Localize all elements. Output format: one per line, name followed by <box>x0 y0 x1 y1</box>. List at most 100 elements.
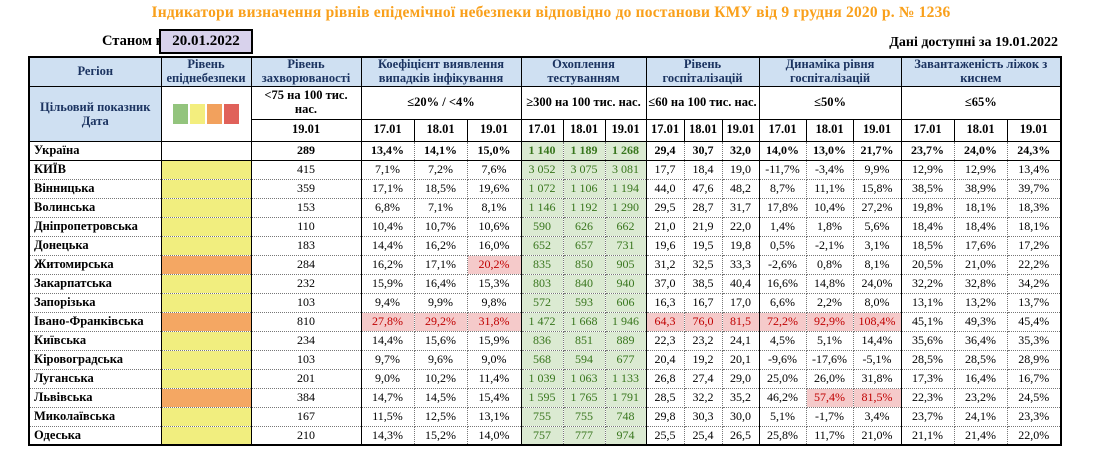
testing-cell: 626 <box>562 216 606 237</box>
detection-cell: 11,4% <box>466 368 522 389</box>
column-header-group-1: Рівень захворюваності <box>250 56 362 87</box>
date-header-18.01: 18.01 <box>953 118 1008 142</box>
danger-level-cell <box>160 254 252 275</box>
testing-cell: 1 192 <box>562 197 606 218</box>
detection-cell: 15,3% <box>466 273 522 294</box>
incidence-cell: 183 <box>250 235 362 256</box>
hospitalization-cell: 17,0 <box>721 292 760 313</box>
table-row-Миколаївська: Миколаївська 167 11,5% 12,5% 13,1% 755 755 748 2… <box>29 406 1062 427</box>
hospitalization-dynamics-cell: 5,1% <box>805 330 854 351</box>
target-cell-group-5: ≤50% <box>758 85 902 120</box>
oxygen-beds-cell: 17,6% <box>953 235 1008 256</box>
hospitalization-dynamics-cell: 24,0% <box>852 273 902 294</box>
hospitalization-dynamics-cell: 14,0% <box>758 140 807 161</box>
danger-level-cell <box>160 387 252 408</box>
hospitalization-dynamics-cell: 81,5% <box>852 387 902 408</box>
table-row-КИЇВ: КИЇВ 415 7,1% 7,2% 7,6% 3 052 3 075 3 081 17,7 18… <box>29 159 1062 180</box>
detection-cell: 15,9% <box>466 330 522 351</box>
hospitalization-dynamics-cell: 21,7% <box>852 140 902 161</box>
detection-cell: 20,2% <box>466 254 522 275</box>
table-row-Закарпатська: Закарпатська 232 15,9% 16,4% 15,3% 803 840 940 3… <box>29 273 1062 294</box>
date-header-18.01: 18.01 <box>805 118 854 142</box>
hospitalization-cell: 19,2 <box>683 349 723 370</box>
testing-cell: 851 <box>562 330 606 351</box>
table-body: Україна 289 13,4% 14,1% 15,0% 1 140 1 189 1 268… <box>29 140 1062 446</box>
hospitalization-cell: 22,3 <box>645 330 685 351</box>
detection-cell: 9,7% <box>360 349 415 370</box>
oxygen-beds-cell: 36,4% <box>953 330 1008 351</box>
hospitalization-cell: 25,5 <box>645 425 685 446</box>
danger-level-cell <box>160 292 252 313</box>
testing-cell: 755 <box>520 406 564 427</box>
region-cell: Івано-Франківська <box>29 311 162 332</box>
detection-cell: 14,7% <box>360 387 415 408</box>
oxygen-beds-cell: 24,1% <box>953 406 1008 427</box>
testing-cell: 835 <box>520 254 564 275</box>
testing-cell: 677 <box>604 349 647 370</box>
as-of-date-cell[interactable]: 20.01.2022 <box>159 29 253 54</box>
hospitalization-cell: 30,0 <box>721 406 760 427</box>
region-cell: Житомирська <box>29 254 162 275</box>
hospitalization-cell: 18,4 <box>683 159 723 180</box>
hospitalization-cell: 64,3 <box>645 311 685 332</box>
oxygen-beds-cell: 20,5% <box>900 254 955 275</box>
date-header-17.01: 17.01 <box>900 118 955 142</box>
region-cell: Україна <box>29 140 162 161</box>
header-row-targets: Цільовий показник Дата <75 на 100 тис. нас… <box>28 85 1062 142</box>
danger-level-cell <box>160 406 252 427</box>
incidence-cell: 110 <box>250 216 362 237</box>
detection-cell: 18,5% <box>413 178 468 199</box>
hospitalization-cell: 32,5 <box>683 254 723 275</box>
danger-level-cell <box>160 178 252 199</box>
detection-cell: 13,4% <box>360 140 415 161</box>
detection-cell: 6,8% <box>360 197 415 218</box>
oxygen-beds-cell: 13,4% <box>1006 159 1062 180</box>
danger-level-legend <box>163 103 250 124</box>
danger-level-cell <box>160 273 252 294</box>
hospitalization-dynamics-cell: 108,4% <box>852 311 902 332</box>
table-row-Київська: Київська 234 14,4% 15,6% 15,9% 836 851 889 22,3 2… <box>29 330 1062 351</box>
oxygen-beds-cell: 23,7% <box>900 140 955 161</box>
hospitalization-cell: 21,0 <box>645 216 685 237</box>
column-header-region: Регіон <box>28 56 162 87</box>
oxygen-beds-cell: 24,3% <box>1006 140 1062 161</box>
table-row-Дніпропетровська: Дніпропетровська 110 10,4% 10,7% 10,6% 590 626… <box>29 216 1062 237</box>
date-header-17.01: 17.01 <box>758 118 807 142</box>
target-cell-group-4: ≤60 на 100 тис. нас. <box>645 85 760 120</box>
oxygen-beds-cell: 19,8% <box>900 197 955 218</box>
table-row-Україна: Україна 289 13,4% 14,1% 15,0% 1 140 1 189 1 268… <box>29 140 1062 161</box>
column-header-group-6: Завантаженість ліжок з киснем <box>900 56 1062 87</box>
target-date-label-stack: Цільовий показник Дата <box>31 94 160 133</box>
detection-cell: 16,2% <box>413 235 468 256</box>
testing-cell: 889 <box>604 330 647 351</box>
hospitalization-cell: 47,6 <box>683 178 723 199</box>
detection-cell: 8,1% <box>466 197 522 218</box>
testing-cell: 850 <box>562 254 606 275</box>
hospitalization-dynamics-cell: 0,5% <box>758 235 807 256</box>
testing-cell: 1 106 <box>562 178 606 199</box>
hospitalization-cell: 81,5 <box>721 311 760 332</box>
testing-cell: 3 081 <box>604 159 647 180</box>
hospitalization-dynamics-cell: 25,8% <box>758 425 807 446</box>
testing-cell: 1 290 <box>604 197 647 218</box>
detection-cell: 27,8% <box>360 311 415 332</box>
danger-level-cell <box>160 235 252 256</box>
column-header-group-0: Рівень епіднебезпеки <box>160 56 252 87</box>
hospitalization-dynamics-cell: 13,0% <box>805 140 854 161</box>
detection-cell: 31,8% <box>466 311 522 332</box>
hospitalization-cell: 23,2 <box>683 330 723 351</box>
hospitalization-dynamics-cell: 0,8% <box>805 254 854 275</box>
oxygen-beds-cell: 32,8% <box>953 273 1008 294</box>
region-cell: Дніпропетровська <box>29 216 162 237</box>
hospitalization-cell: 16,7 <box>683 292 723 313</box>
testing-cell: 1 668 <box>562 311 606 332</box>
testing-cell: 1 765 <box>562 387 606 408</box>
testing-cell: 1 072 <box>520 178 564 199</box>
oxygen-beds-cell: 13,7% <box>1006 292 1062 313</box>
region-cell: Донецька <box>29 235 162 256</box>
incidence-cell: 232 <box>250 273 362 294</box>
oxygen-beds-cell: 17,3% <box>900 368 955 389</box>
oxygen-beds-cell: 18,1% <box>1006 216 1062 237</box>
hospitalization-cell: 28,5 <box>645 387 685 408</box>
